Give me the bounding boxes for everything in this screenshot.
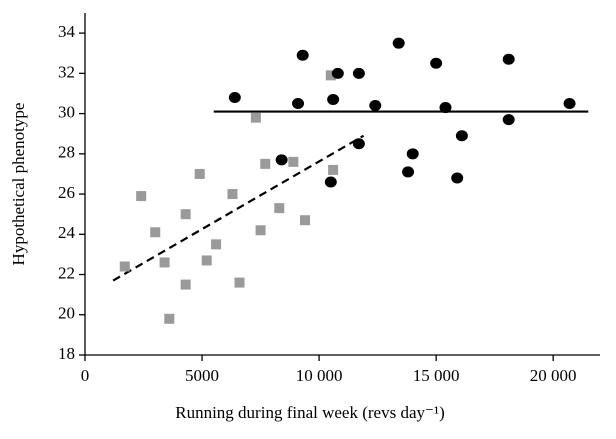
point xyxy=(201,255,212,266)
point xyxy=(327,94,340,106)
point xyxy=(502,53,515,65)
point xyxy=(194,168,205,179)
y-tick-label: 18 xyxy=(58,344,75,363)
x-axis-label: Running during final week (revs day⁻¹) xyxy=(175,403,444,422)
point xyxy=(563,98,576,110)
point xyxy=(159,257,170,268)
point xyxy=(180,279,191,290)
point xyxy=(406,148,419,160)
point xyxy=(352,138,365,150)
y-tick-label: 28 xyxy=(58,143,75,162)
y-tick-label: 32 xyxy=(58,62,75,81)
point xyxy=(392,37,405,49)
point xyxy=(325,70,336,81)
point xyxy=(331,67,344,79)
point xyxy=(150,227,161,238)
point xyxy=(439,102,452,114)
point xyxy=(288,156,299,167)
point xyxy=(324,176,337,188)
point xyxy=(250,112,261,123)
point xyxy=(369,100,382,112)
point xyxy=(274,203,285,214)
point xyxy=(260,158,271,169)
x-tick-label: 5000 xyxy=(185,366,219,385)
point xyxy=(227,189,238,200)
y-tick-label: 30 xyxy=(58,102,75,121)
x-tick-label: 15 000 xyxy=(413,366,460,385)
point xyxy=(119,261,130,272)
point xyxy=(296,49,309,61)
y-tick-label: 22 xyxy=(58,263,75,282)
point xyxy=(451,172,464,184)
x-tick-label: 0 xyxy=(81,366,90,385)
y-tick-label: 26 xyxy=(58,183,75,202)
point xyxy=(234,277,245,288)
point xyxy=(300,215,311,226)
point xyxy=(455,130,468,142)
x-tick-label: 20 000 xyxy=(530,366,577,385)
point xyxy=(211,239,222,250)
y-axis-label: Hypothetical phenotype xyxy=(9,103,28,266)
y-tick-label: 34 xyxy=(58,22,76,41)
point xyxy=(328,164,339,175)
point xyxy=(352,67,365,79)
point xyxy=(255,225,266,236)
y-tick-label: 20 xyxy=(58,304,75,323)
y-tick-label: 24 xyxy=(58,223,76,242)
point xyxy=(402,166,415,178)
point xyxy=(502,114,515,126)
fit-line xyxy=(112,134,365,282)
point xyxy=(164,313,175,324)
point xyxy=(430,57,443,69)
point xyxy=(228,91,241,103)
point xyxy=(275,154,288,166)
x-tick-label: 10 000 xyxy=(296,366,343,385)
point xyxy=(180,209,191,220)
point xyxy=(136,191,147,202)
point xyxy=(292,98,305,110)
